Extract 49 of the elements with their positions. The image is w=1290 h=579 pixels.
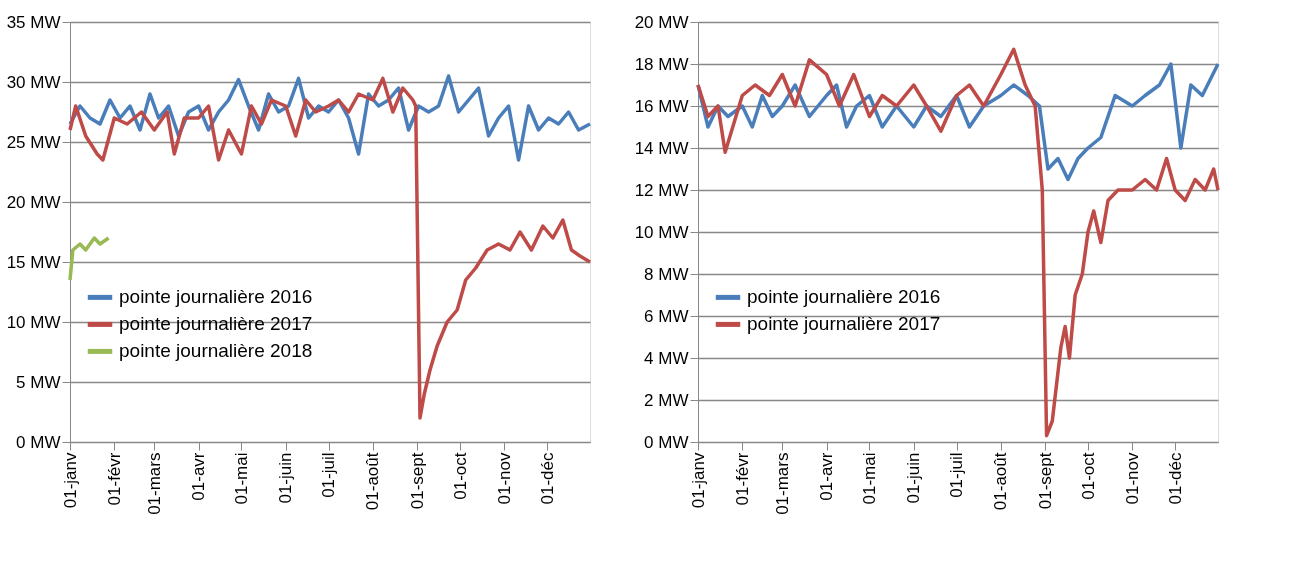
y-tick-label: 14 MW bbox=[634, 138, 689, 158]
x-tick-label: 01-mai bbox=[859, 452, 879, 505]
y-tick-label: 18 MW bbox=[634, 54, 689, 74]
y-tick-label: 16 MW bbox=[634, 96, 689, 116]
x-tick-label: 01-mars bbox=[144, 452, 164, 515]
y-tick-label: 2 MW bbox=[644, 390, 689, 410]
x-tick-label: 01-sept bbox=[407, 452, 427, 510]
y-tick-label: 0 MW bbox=[16, 432, 61, 452]
x-tick-label: 01-oct bbox=[1078, 452, 1098, 500]
y-tick-label: 12 MW bbox=[634, 180, 689, 200]
x-tick-label: 01-avr bbox=[189, 452, 209, 501]
y-tick-label: 5 MW bbox=[16, 372, 61, 392]
legend-label: pointe journalière 2016 bbox=[119, 286, 313, 308]
x-tick-label: 01-juil bbox=[319, 452, 339, 498]
y-tick-label: 15 MW bbox=[6, 252, 61, 272]
y-tick-label: 10 MW bbox=[634, 222, 689, 242]
y-tick-label: 8 MW bbox=[644, 264, 689, 284]
x-tick-label: 01-juil bbox=[947, 452, 967, 498]
y-tick-label: 35 MW bbox=[6, 12, 61, 32]
x-tick-label: 01-juin bbox=[276, 452, 296, 504]
x-tick-label: 01-févr bbox=[732, 452, 752, 506]
x-tick-label: 01-avr bbox=[817, 452, 837, 501]
x-tick-label: 01-juin bbox=[904, 452, 924, 504]
y-tick-label: 6 MW bbox=[644, 306, 689, 326]
y-tick-label: 30 MW bbox=[6, 72, 61, 92]
y-tick-label: 25 MW bbox=[6, 132, 61, 152]
x-tick-label: 01-déc bbox=[1165, 452, 1185, 505]
x-tick-label: 01-nov bbox=[494, 452, 514, 505]
x-tick-label: 01-août bbox=[363, 452, 383, 511]
legend-label: pointe journalière 2016 bbox=[747, 286, 941, 308]
x-tick-label: 01-janv bbox=[60, 452, 80, 509]
x-tick-label: 01-déc bbox=[537, 452, 557, 505]
x-tick-label: 01-févr bbox=[104, 452, 124, 506]
y-tick-label: 4 MW bbox=[644, 348, 689, 368]
line-series bbox=[68, 236, 111, 282]
legend-label: pointe journalière 2017 bbox=[747, 313, 941, 335]
y-tick-label: 20 MW bbox=[6, 192, 61, 212]
x-tick-label: 01-janv bbox=[688, 452, 708, 509]
x-tick-label: 01-août bbox=[991, 452, 1011, 511]
x-tick-label: 01-mai bbox=[231, 452, 251, 505]
y-tick-label: 10 MW bbox=[6, 312, 61, 332]
y-tick-label: 20 MW bbox=[634, 12, 689, 32]
y-tick-label: 0 MW bbox=[644, 432, 689, 452]
x-tick-label: 01-nov bbox=[1122, 452, 1142, 505]
x-tick-label: 01-mars bbox=[772, 452, 792, 515]
x-tick-label: 01-sept bbox=[1035, 452, 1055, 510]
x-tick-label: 01-oct bbox=[450, 452, 470, 500]
legend-label: pointe journalière 2017 bbox=[119, 313, 313, 335]
legend-label: pointe journalière 2018 bbox=[119, 340, 313, 362]
